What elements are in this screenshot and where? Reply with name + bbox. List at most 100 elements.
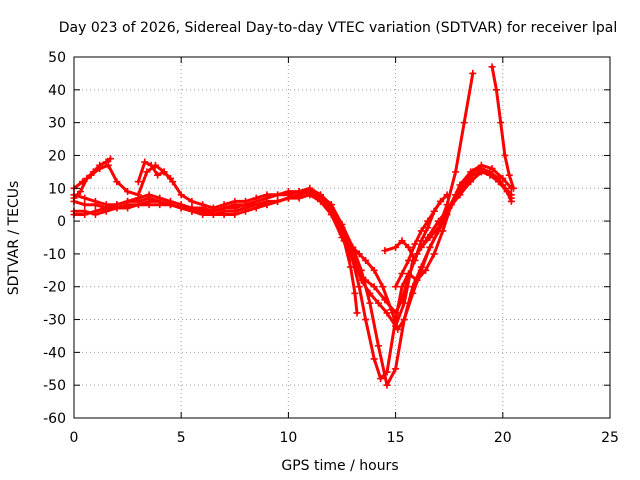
data-point bbox=[469, 69, 477, 77]
y-axis-title: SDTVAR / TECUs bbox=[6, 181, 22, 296]
data-point bbox=[400, 299, 408, 307]
data-point bbox=[96, 161, 104, 169]
x-tick-label: 15 bbox=[387, 430, 405, 446]
data-point bbox=[443, 201, 451, 209]
data-point bbox=[383, 309, 391, 317]
y-tick-label: 0 bbox=[57, 214, 66, 230]
data-point bbox=[231, 197, 239, 205]
data-point bbox=[499, 181, 507, 189]
data-point bbox=[147, 161, 155, 169]
data-point bbox=[374, 299, 382, 307]
data-point bbox=[370, 355, 378, 363]
y-tick-label: 20 bbox=[48, 148, 66, 164]
data-point bbox=[497, 119, 505, 127]
series-layer bbox=[70, 63, 518, 389]
x-tick-label: 5 bbox=[177, 430, 186, 446]
chart-title: Day 023 of 2026, Sidereal Day-to-day VTE… bbox=[59, 20, 617, 36]
data-point bbox=[469, 171, 477, 179]
data-point bbox=[124, 188, 132, 196]
data-point bbox=[398, 270, 406, 278]
data-point bbox=[430, 250, 438, 258]
data-point bbox=[398, 237, 406, 245]
data-point bbox=[124, 204, 132, 212]
data-point bbox=[91, 201, 99, 209]
data-point bbox=[349, 250, 357, 258]
y-tick-label: 40 bbox=[48, 83, 66, 99]
x-axis-title: GPS time / hours bbox=[281, 458, 398, 474]
data-point bbox=[417, 237, 425, 245]
data-point bbox=[353, 309, 361, 317]
data-point bbox=[381, 296, 389, 304]
data-point bbox=[404, 243, 412, 251]
data-point bbox=[452, 168, 460, 176]
data-point bbox=[91, 207, 99, 215]
data-point bbox=[209, 211, 217, 219]
data-point bbox=[392, 283, 400, 291]
data-point bbox=[404, 256, 412, 264]
data-point bbox=[355, 250, 363, 258]
data-point bbox=[306, 188, 314, 196]
x-tick-label: 0 bbox=[70, 430, 79, 446]
data-point bbox=[156, 197, 164, 205]
data-point bbox=[362, 316, 370, 324]
data-point bbox=[370, 283, 378, 291]
data-point bbox=[422, 266, 430, 274]
data-point bbox=[81, 194, 89, 202]
data-point bbox=[347, 263, 355, 271]
data-point bbox=[417, 227, 425, 235]
data-point bbox=[263, 201, 271, 209]
data-point bbox=[488, 165, 496, 173]
data-point bbox=[417, 263, 425, 271]
data-point bbox=[334, 217, 342, 225]
data-point bbox=[113, 178, 121, 186]
data-point bbox=[505, 171, 513, 179]
data-point bbox=[145, 194, 153, 202]
data-point bbox=[366, 289, 374, 297]
data-point bbox=[370, 266, 378, 274]
data-point bbox=[366, 299, 374, 307]
data-point bbox=[274, 197, 282, 205]
data-point bbox=[477, 168, 485, 176]
data-point bbox=[124, 197, 132, 205]
y-tick-label: -10 bbox=[43, 247, 66, 263]
data-point bbox=[263, 191, 271, 199]
data-point bbox=[424, 224, 432, 232]
data-point bbox=[231, 207, 239, 215]
data-point bbox=[467, 178, 475, 186]
data-point bbox=[434, 224, 442, 232]
data-point bbox=[141, 158, 149, 166]
data-point bbox=[102, 204, 110, 212]
tick-layer: 0 5 10 15 20 25 -60 -50 -40 -30 -20 -10 0 10 20 30 40 50 bbox=[43, 50, 619, 446]
data-point bbox=[392, 365, 400, 373]
x-tick-label: 10 bbox=[279, 430, 297, 446]
y-tick-label: -40 bbox=[43, 345, 66, 361]
data-point bbox=[492, 86, 500, 94]
data-point bbox=[89, 168, 97, 176]
data-point bbox=[379, 283, 387, 291]
data-point bbox=[340, 237, 348, 245]
data-point bbox=[362, 256, 370, 264]
data-point bbox=[199, 207, 207, 215]
x-tick-label: 25 bbox=[601, 430, 619, 446]
data-point bbox=[392, 309, 400, 317]
y-tick-label: -60 bbox=[43, 411, 66, 427]
series-pass-11 bbox=[134, 158, 174, 186]
data-point bbox=[437, 197, 445, 205]
data-point bbox=[355, 283, 363, 291]
data-point bbox=[145, 201, 153, 209]
data-point bbox=[510, 184, 518, 192]
data-point bbox=[220, 207, 228, 215]
data-point bbox=[166, 201, 174, 209]
data-point bbox=[392, 243, 400, 251]
data-point bbox=[188, 207, 196, 215]
y-tick-label: -20 bbox=[43, 280, 66, 296]
data-point bbox=[501, 151, 509, 159]
data-point bbox=[274, 191, 282, 199]
data-point bbox=[83, 174, 91, 182]
data-point bbox=[106, 155, 114, 163]
data-point bbox=[134, 191, 142, 199]
data-point bbox=[357, 276, 365, 284]
y-tick-label: 30 bbox=[48, 116, 66, 132]
data-point bbox=[284, 194, 292, 202]
data-point bbox=[392, 322, 400, 330]
